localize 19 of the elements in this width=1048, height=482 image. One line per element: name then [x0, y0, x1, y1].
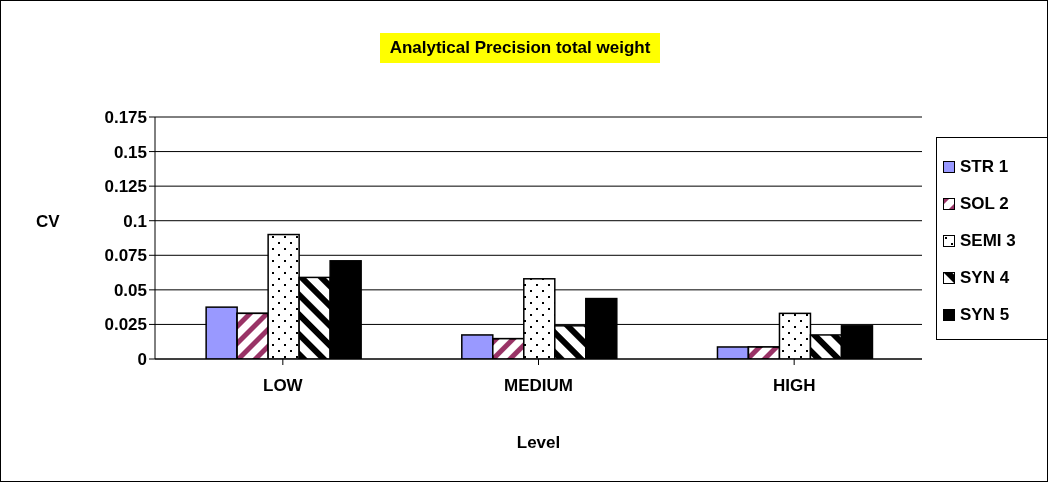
chart-title: Analytical Precision total weight — [379, 33, 661, 63]
legend-label: STR 1 — [960, 156, 1009, 177]
y-tick-label: 0.15 — [113, 142, 147, 162]
y-tick-label: 0.05 — [113, 280, 147, 300]
y-tick-label: 0.175 — [104, 108, 147, 128]
y-tick-label: 0.1 — [123, 211, 147, 231]
x-tick-label: MEDIUM — [504, 376, 573, 396]
y-axis-title: CV — [36, 212, 60, 232]
y-tick-label: 0.075 — [104, 246, 147, 266]
y-tick-label: 0 — [137, 350, 147, 370]
legend-label: SYN 4 — [960, 267, 1010, 288]
x-axis-title: Level — [515, 433, 562, 453]
legend-label: SOL 2 — [960, 193, 1009, 214]
x-tick-label: HIGH — [772, 376, 816, 396]
x-tick-label: LOW — [263, 376, 304, 396]
legend-label: SYN 5 — [960, 304, 1010, 325]
y-tick-label: 0.025 — [104, 315, 147, 335]
legend-label: SEMI 3 — [960, 230, 1016, 251]
y-tick-label: 0.125 — [104, 177, 147, 197]
